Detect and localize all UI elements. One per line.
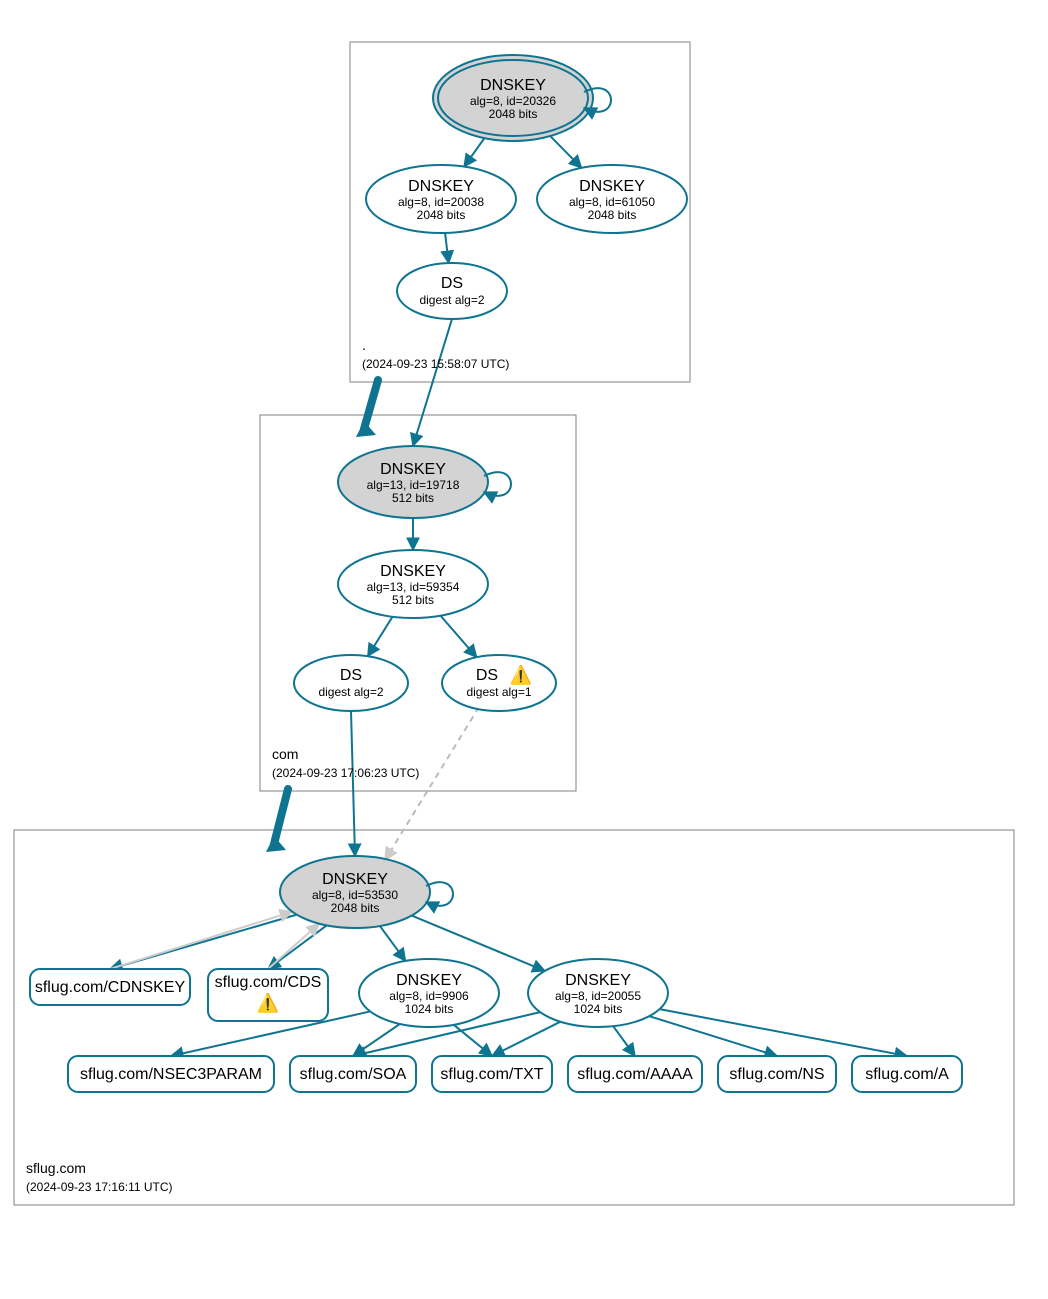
zone-arrow <box>274 789 288 844</box>
node-label: sflug.com/CDS <box>215 974 322 991</box>
node-title: DNSKEY <box>380 461 446 478</box>
node-title: DNSKEY <box>396 972 462 989</box>
node-title: DS <box>441 275 463 292</box>
edge <box>660 1009 907 1056</box>
zone-label-root: . <box>362 337 366 353</box>
node-title: DNSKEY <box>565 972 631 989</box>
node-sub: alg=8, id=53530 <box>312 888 398 902</box>
node-sub2: 512 bits <box>392 593 434 607</box>
node-sub: alg=13, id=59354 <box>367 580 460 594</box>
node-sub: alg=8, id=20326 <box>470 94 556 108</box>
zone-label-com: com <box>272 746 298 762</box>
warning-icon: ⚠️ <box>257 992 279 1013</box>
zone-timestamp-domain: (2024-09-23 17:16:11 UTC) <box>26 1180 173 1194</box>
node-sub: alg=8, id=9906 <box>389 989 469 1003</box>
node-title: DNSKEY <box>408 178 474 195</box>
node-title: DNSKEY <box>322 871 388 888</box>
node-label: sflug.com/CDNSKEY <box>35 979 186 996</box>
node-sub: digest alg=1 <box>466 685 531 699</box>
zone-arrow <box>364 380 378 429</box>
node-label: sflug.com/NS <box>729 1066 824 1083</box>
warning-icon: ⚠️ <box>510 664 532 685</box>
node-sub2: 1024 bits <box>405 1002 454 1016</box>
node-label: sflug.com/A <box>865 1066 949 1083</box>
edge <box>613 1026 635 1056</box>
node-sub: alg=8, id=61050 <box>569 195 655 209</box>
edge <box>492 1022 560 1056</box>
node-sub2: 2048 bits <box>417 208 466 222</box>
node-sub2: 2048 bits <box>331 901 380 915</box>
edge <box>546 132 581 168</box>
node-title: DS <box>476 667 498 684</box>
node-title: DS <box>340 667 362 684</box>
node-title: DNSKEY <box>380 563 446 580</box>
edge <box>351 711 355 856</box>
node-sub: digest alg=2 <box>318 685 383 699</box>
zone-label-domain: sflug.com <box>26 1160 86 1176</box>
node-sub: alg=8, id=20055 <box>555 989 641 1003</box>
node-sub: alg=13, id=19718 <box>367 478 460 492</box>
edge-dashed <box>385 707 479 860</box>
edge <box>110 912 292 969</box>
node-label: sflug.com/TXT <box>440 1066 543 1083</box>
node-com_ds2 <box>442 655 556 711</box>
edge <box>445 233 449 263</box>
node-sub2: 2048 bits <box>489 107 538 121</box>
edge <box>268 924 319 969</box>
node-label: sflug.com/NSEC3PARAM <box>80 1066 262 1083</box>
node-sub2: 2048 bits <box>588 208 637 222</box>
zone-arrowhead <box>356 421 376 437</box>
node-sub: alg=8, id=20038 <box>398 195 484 209</box>
node-sub2: 1024 bits <box>574 1002 623 1016</box>
edge <box>649 1016 777 1056</box>
zone-timestamp-root: (2024-09-23 15:58:07 UTC) <box>362 357 509 371</box>
node-label: sflug.com/AAAA <box>577 1066 693 1083</box>
node-sub2: 512 bits <box>392 491 434 505</box>
node-sub: digest alg=2 <box>419 293 484 307</box>
node-label: sflug.com/SOA <box>300 1066 407 1083</box>
edge <box>368 617 393 657</box>
zone-timestamp-com: (2024-09-23 17:06:23 UTC) <box>272 766 419 780</box>
edge <box>380 926 406 961</box>
zone-arrowhead <box>266 836 286 852</box>
node-title: DNSKEY <box>480 77 546 94</box>
node-title: DNSKEY <box>579 178 645 195</box>
edge <box>440 616 476 658</box>
edge <box>454 1025 492 1056</box>
